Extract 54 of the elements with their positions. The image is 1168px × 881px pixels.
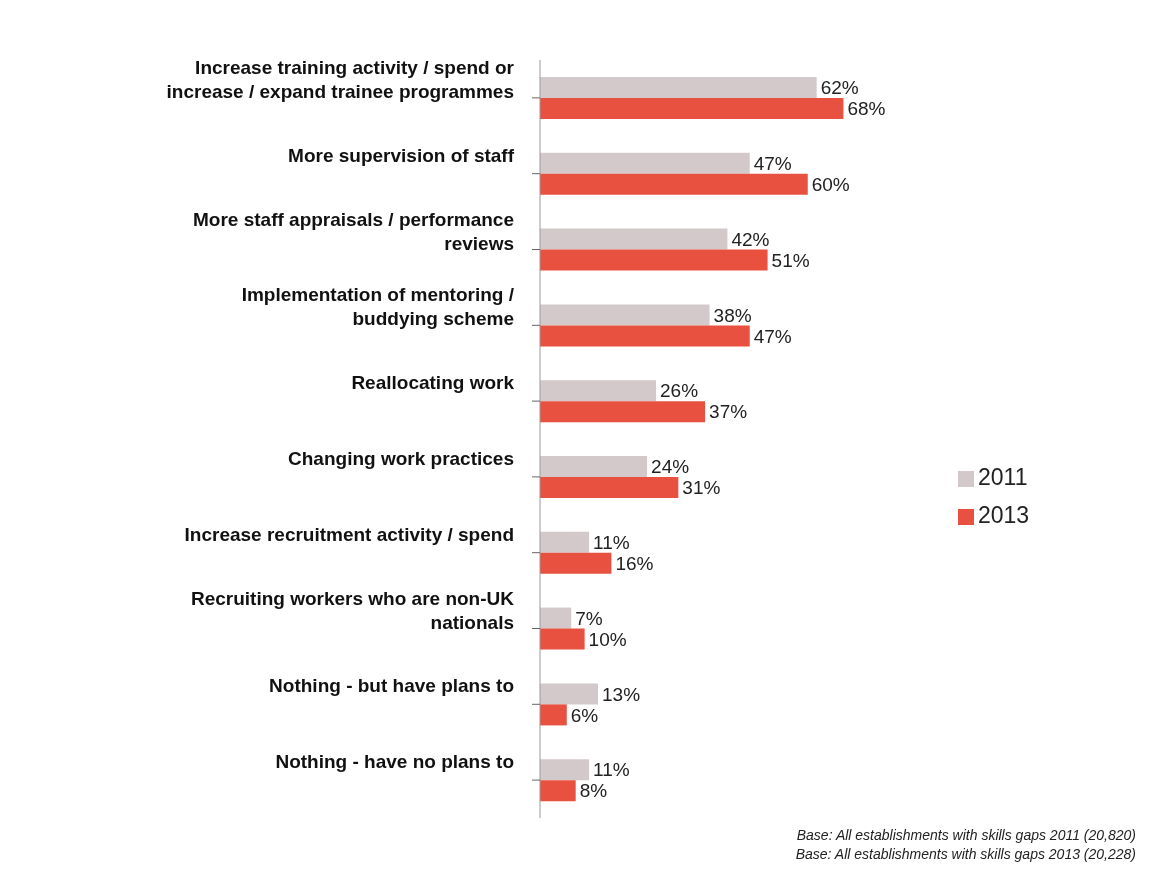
y-tick-label: Changing work practices <box>288 447 514 469</box>
bar <box>540 552 612 574</box>
data-label: 42% <box>731 228 770 250</box>
data-label: 13% <box>602 683 641 705</box>
data-label: 8% <box>579 780 608 802</box>
bar <box>540 704 567 726</box>
legend-label: 2013 <box>978 502 1030 528</box>
bar <box>540 249 768 271</box>
bar <box>540 780 576 802</box>
data-label: 24% <box>651 456 690 478</box>
text: Base: All establishments with skills gaps 2011 (20,820) <box>795 826 1136 845</box>
y-tick-label: Reallocating work <box>351 372 515 394</box>
data-label: 47% <box>753 325 792 347</box>
bar <box>540 152 750 174</box>
y-tick-label: More supervision of staff <box>288 144 515 166</box>
bar <box>540 173 808 195</box>
text: Base: All establishments with skills gaps 2013 (20,228) <box>795 845 1136 864</box>
y-tick-label: More staff appraisals / performance reviews <box>193 208 514 254</box>
bar <box>540 456 648 477</box>
y-tick-label: Recruiting workers who are non-UK nationals <box>190 587 515 633</box>
data-label: 16% <box>615 553 654 575</box>
bar <box>540 228 728 250</box>
bar <box>540 759 590 781</box>
y-tick-label: Implementation of mentoring / buddying scheme <box>241 284 515 330</box>
bar <box>540 477 679 498</box>
bar <box>540 683 599 705</box>
data-label: 62% <box>820 77 859 99</box>
bar <box>540 325 750 347</box>
bar <box>540 531 590 553</box>
data-label: 51% <box>771 249 810 271</box>
bar <box>540 380 657 402</box>
data-label: 60% <box>811 174 850 196</box>
data-label: 31% <box>682 477 721 499</box>
data-label: 6% <box>570 704 599 726</box>
data-label: 37% <box>709 401 748 423</box>
y-tick-label: Nothing - have no plans to <box>275 751 514 773</box>
data-label: 11% <box>593 759 630 781</box>
bar <box>540 607 572 629</box>
data-label: 7% <box>575 607 603 629</box>
legend-label: 2011 <box>978 464 1028 490</box>
data-label: 47% <box>753 153 792 175</box>
data-label: 11% <box>593 532 630 554</box>
y-tick-label: Increase recruitment activity / spend <box>184 523 514 545</box>
bar <box>540 628 585 650</box>
data-label: 10% <box>588 628 627 650</box>
bar <box>540 98 844 119</box>
y-tick-label: Nothing - but have plans to <box>269 675 514 697</box>
data-label: 68% <box>847 98 886 120</box>
data-label: 26% <box>660 380 699 402</box>
data-label: 38% <box>713 304 752 326</box>
bar <box>540 77 817 98</box>
bar <box>540 401 706 423</box>
bar <box>540 304 710 326</box>
y-tick-label: Increase training activity / spend or increase / expand trainee programmes <box>166 56 515 102</box>
